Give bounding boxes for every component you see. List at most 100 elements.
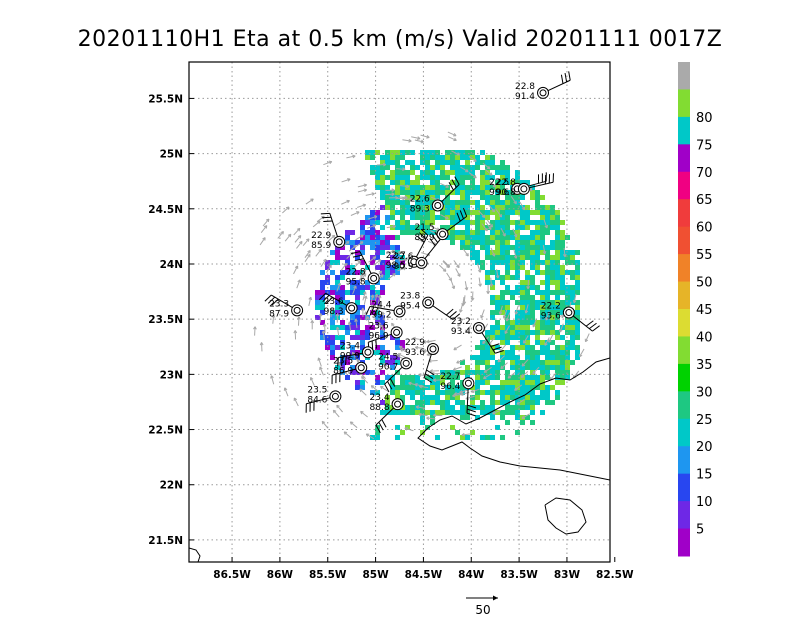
colorbar-segment xyxy=(678,473,690,502)
field-cell xyxy=(495,410,500,415)
field-cell xyxy=(415,195,420,200)
field-cell xyxy=(505,310,510,315)
field-cell xyxy=(400,210,405,215)
field-cell xyxy=(510,210,515,215)
field-cell xyxy=(550,210,555,215)
field-cell xyxy=(425,195,430,200)
field-cell xyxy=(485,380,490,385)
field-cell xyxy=(485,275,490,280)
field-cell xyxy=(360,380,365,385)
field-cell xyxy=(365,240,370,245)
field-cell xyxy=(500,300,505,305)
field-cell xyxy=(535,260,540,265)
field-cell xyxy=(575,290,580,295)
field-cell xyxy=(435,150,440,155)
wind-arrow xyxy=(478,210,486,218)
wind-arrow xyxy=(500,362,508,370)
wind-arrow-head xyxy=(271,314,276,318)
wind-barb-flag xyxy=(354,258,364,262)
field-cell xyxy=(380,270,385,275)
field-cell xyxy=(485,390,490,395)
field-cell xyxy=(545,255,550,260)
wind-arrow-head xyxy=(448,277,452,282)
field-cell xyxy=(480,400,485,405)
field-cell xyxy=(505,395,510,400)
field-cell xyxy=(470,235,475,240)
wind-arrow xyxy=(400,185,410,187)
wind-arrow xyxy=(496,269,499,279)
field-cell xyxy=(335,345,340,350)
wind-arrow xyxy=(284,387,289,397)
wind-arrow-head xyxy=(457,323,461,327)
wind-arrow xyxy=(459,303,464,313)
wind-arrow xyxy=(262,218,270,227)
field-cell xyxy=(520,225,525,230)
observation: 22.689.3 xyxy=(410,176,460,214)
wind-arrow-head xyxy=(359,388,363,393)
wind-arrow xyxy=(349,421,358,429)
field-cell xyxy=(420,395,425,400)
field-cell xyxy=(390,235,395,240)
wind-barb-flag xyxy=(456,212,461,222)
wind-arrow-head xyxy=(318,248,322,253)
field-cell xyxy=(500,235,505,240)
wind-arrow-head xyxy=(513,234,518,238)
field-cell xyxy=(490,220,495,225)
field-cell xyxy=(420,420,425,425)
station-marker-outer xyxy=(355,361,368,374)
field-cell xyxy=(410,225,415,230)
field-cell xyxy=(540,220,545,225)
field-cell xyxy=(335,260,340,265)
field-cell xyxy=(505,305,510,310)
field-cell xyxy=(375,300,380,305)
station-value-1: 24.4 xyxy=(371,300,391,310)
field-cell xyxy=(570,290,575,295)
field-cell xyxy=(500,380,505,385)
field-cell xyxy=(425,185,430,190)
field-cell xyxy=(455,395,460,400)
field-cell xyxy=(510,365,515,370)
field-cell xyxy=(375,290,380,295)
wind-arrow-head xyxy=(486,165,491,170)
wind-arrow xyxy=(585,333,590,342)
field-cell xyxy=(430,180,435,185)
station-marker-inner xyxy=(565,309,573,317)
wind-arrow xyxy=(446,272,452,281)
field-cell xyxy=(495,215,500,220)
station-value-2: 91.4 xyxy=(515,92,535,102)
field-cell xyxy=(400,215,405,220)
field-cell xyxy=(375,175,380,180)
wind-arrow-head xyxy=(397,256,402,260)
field-cell xyxy=(530,420,535,425)
wind-arrow xyxy=(453,344,462,351)
field-cell xyxy=(500,390,505,395)
field-cell xyxy=(495,300,500,305)
field-cell xyxy=(475,230,480,235)
field-cell xyxy=(405,375,410,380)
field-cell xyxy=(505,210,510,215)
wind-arrow-head xyxy=(309,377,314,381)
field-cell xyxy=(490,210,495,215)
wind-arrow xyxy=(420,134,430,138)
station-marker-outer xyxy=(422,296,435,309)
field-cell xyxy=(545,320,550,325)
field-cell xyxy=(410,160,415,165)
field-cell xyxy=(450,230,455,235)
field-cell xyxy=(420,205,425,210)
field-cell xyxy=(490,335,495,340)
field-cell xyxy=(370,150,375,155)
field-cell xyxy=(535,235,540,240)
field-cell xyxy=(535,200,540,205)
field-cell xyxy=(445,390,450,395)
field-cell xyxy=(475,165,480,170)
field-cell xyxy=(495,390,500,395)
wind-arrow-head xyxy=(417,136,421,140)
wind-arrow xyxy=(366,224,376,229)
wind-arrow-head xyxy=(293,330,298,334)
field-cell xyxy=(330,260,335,265)
field-cell xyxy=(520,360,525,365)
field-cell xyxy=(575,265,580,270)
field-cell xyxy=(425,150,430,155)
observation: 22.890.8 xyxy=(496,173,554,198)
field-cell xyxy=(425,190,430,195)
